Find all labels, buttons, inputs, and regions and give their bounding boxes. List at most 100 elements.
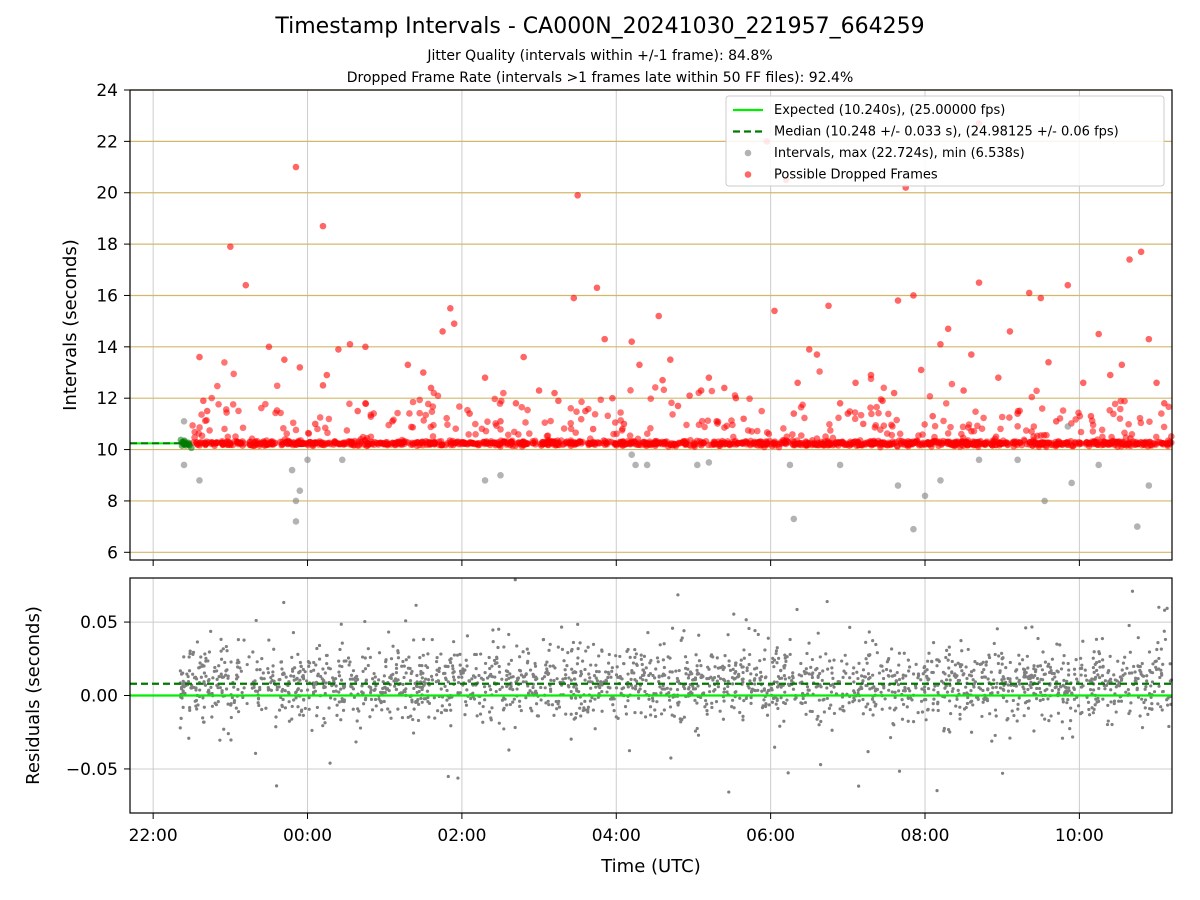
interval-band-point [924, 439, 932, 446]
residual-point [634, 652, 638, 656]
residual-point [877, 671, 882, 675]
residual-point [583, 708, 587, 712]
residual-point [502, 706, 506, 710]
residual-point [465, 664, 469, 668]
residual-point [1061, 697, 1065, 701]
residual-point [433, 716, 437, 720]
residual-point [1000, 657, 1004, 661]
residual-point [775, 685, 780, 689]
residual-point [995, 627, 999, 631]
residual-point [521, 650, 525, 654]
residual-point [404, 671, 408, 675]
residual-point [1149, 684, 1153, 688]
residual-point [1125, 666, 1129, 670]
residual-point [992, 641, 996, 646]
residual-point [785, 698, 789, 702]
residual-point [524, 672, 528, 676]
residual-point [589, 663, 593, 667]
residual-point [971, 678, 975, 682]
residual-point [392, 679, 396, 683]
residual-point [483, 690, 488, 694]
dropped-frame-point [940, 417, 947, 425]
residual-point [500, 677, 504, 681]
interval-band-point [239, 442, 246, 449]
residual-point [1078, 656, 1083, 660]
residual-point [906, 719, 910, 723]
residual-point [210, 691, 214, 696]
residual-point [721, 667, 725, 672]
dropped-frame-point [1152, 433, 1160, 441]
residual-point [880, 664, 884, 668]
residual-point [667, 698, 672, 702]
dropped-frame-point [859, 420, 867, 428]
residual-point [373, 675, 377, 679]
residual-point [294, 691, 298, 695]
residual-point [669, 756, 673, 760]
residual-point [479, 676, 484, 680]
residual-point [247, 655, 251, 659]
residual-point [187, 669, 192, 673]
residual-point [741, 718, 745, 722]
residual-point [713, 688, 717, 692]
dropped-frame-point [429, 433, 437, 440]
dropped-frame-point [944, 325, 952, 333]
residual-point [377, 678, 381, 682]
residual-point [337, 690, 341, 694]
residual-point [315, 646, 319, 651]
residual-point [1016, 707, 1020, 711]
residual-point [566, 651, 570, 655]
dropped-frame-point [323, 371, 331, 379]
residual-point [954, 704, 958, 708]
dropped-frame-point [948, 380, 956, 388]
residual-point [322, 716, 326, 721]
residual-point [412, 707, 416, 711]
interval-band-point [389, 439, 396, 447]
residual-point [1059, 667, 1064, 671]
residual-point [563, 676, 568, 680]
residual-point [302, 698, 306, 702]
residual-point [677, 668, 681, 673]
interval-point [694, 461, 701, 469]
residual-point [965, 691, 969, 695]
residual-point [188, 651, 192, 656]
dropped-frame-point [1022, 427, 1030, 434]
residual-point [826, 667, 830, 671]
residual-point [374, 704, 378, 708]
residual-point [561, 677, 565, 681]
residual-point [458, 691, 462, 695]
dropped-frame-point [422, 411, 430, 419]
residual-point [703, 705, 707, 709]
residual-point [417, 702, 421, 706]
dropped-frame-point [1087, 412, 1095, 420]
residual-point [531, 685, 535, 690]
residual-point [741, 677, 745, 681]
chart-subtitle-dropped: Dropped Frame Rate (intervals >1 frames … [346, 70, 854, 86]
residual-point [394, 666, 399, 670]
residual-point [188, 705, 192, 710]
residual-point [490, 664, 494, 668]
residual-point [998, 670, 1002, 675]
residual-point [981, 700, 985, 704]
residual-point [452, 640, 456, 644]
dropped-frame-point [723, 422, 731, 430]
residual-point [607, 672, 611, 676]
residual-point [491, 628, 495, 632]
residual-point [844, 671, 848, 675]
residual-point [451, 667, 455, 671]
residual-point [785, 655, 789, 659]
residual-point [589, 686, 593, 690]
residual-point [726, 633, 730, 637]
residual-point [351, 707, 355, 711]
dropped-frame-point [239, 424, 247, 432]
residual-point [647, 673, 651, 678]
dropped-frame-point [408, 423, 415, 431]
residual-point [767, 703, 771, 707]
residual-point [225, 649, 229, 653]
dropped-frame-point [674, 402, 682, 410]
residual-point [557, 699, 561, 703]
dropped-frame-point [1168, 433, 1175, 440]
residual-point [791, 687, 796, 691]
residual-point [290, 704, 294, 709]
residual-point [446, 664, 450, 669]
dropped-frame-point [628, 338, 636, 345]
